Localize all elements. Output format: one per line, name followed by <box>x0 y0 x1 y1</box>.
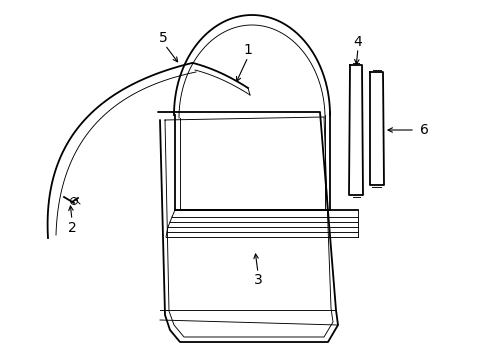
Text: 5: 5 <box>158 31 167 45</box>
Text: 2: 2 <box>67 221 76 235</box>
Text: 1: 1 <box>243 43 252 57</box>
Text: 6: 6 <box>419 123 428 137</box>
Text: 4: 4 <box>353 35 362 49</box>
Text: 3: 3 <box>253 273 262 287</box>
